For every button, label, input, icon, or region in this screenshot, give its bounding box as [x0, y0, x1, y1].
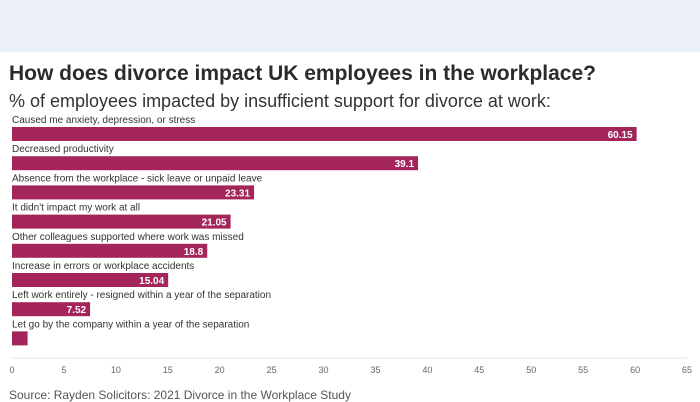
category-label: Increase in errors or workplace accident… [12, 261, 194, 272]
bar-value-label: 23.31 [225, 188, 250, 199]
bar-value-label: 15.04 [139, 276, 164, 287]
category-label: Other colleagues supported where work wa… [12, 232, 244, 243]
category-label: Let go by the company within a year of t… [12, 319, 249, 330]
bar [12, 156, 419, 171]
source-note: Source: Rayden Solicitors: 2021 Divorce … [9, 388, 351, 402]
bar [12, 273, 169, 287]
category-label: Left work entirely - resigned within a y… [12, 290, 271, 301]
bar-value-label: 21.05 [202, 218, 227, 229]
bar-value-label: 7.52 [67, 305, 87, 316]
bar [12, 331, 28, 346]
top-banner [0, 0, 700, 52]
bar-chart: 0 5 10 15 20 25 30 35 40 45 50 55 60 65 Caused me anxi… [9, 115, 692, 375]
x-tick-label: 20 [215, 365, 225, 375]
x-tick-label: 0 [9, 365, 14, 375]
chart-subtitle: % of employees impacted by insufficient … [9, 91, 551, 111]
bar [12, 214, 231, 229]
x-tick-label: 65 [682, 365, 692, 375]
x-tick-label: 60 [630, 365, 640, 375]
category-label: It didn't impact my work at all [12, 203, 140, 214]
x-tick-label: 30 [319, 365, 329, 375]
bar-value-label: 60.15 [608, 130, 633, 141]
chart-title: How does divorce impact UK employees in … [9, 62, 596, 85]
x-tick-label: 45 [474, 365, 484, 375]
bar-value-label: 39.1 [395, 159, 415, 170]
category-label: Absence from the workplace - sick leave … [12, 173, 263, 184]
category-label: Caused me anxiety, depression, or stress [12, 115, 195, 126]
x-tick-label: 50 [526, 365, 536, 375]
x-tick-label: 5 [61, 365, 66, 375]
category-label: Decreased productivity [12, 144, 114, 155]
bar [12, 127, 637, 141]
x-tick-label: 25 [267, 365, 277, 375]
bar [12, 243, 208, 258]
bar [12, 302, 91, 317]
x-tick-label: 10 [111, 365, 121, 375]
bar-value-label: 18.8 [184, 247, 204, 258]
bar [12, 185, 255, 200]
x-tick-label: 40 [422, 365, 432, 375]
x-tick-label: 55 [578, 365, 588, 375]
x-tick-label: 35 [370, 365, 380, 375]
x-tick-label: 15 [163, 365, 173, 375]
